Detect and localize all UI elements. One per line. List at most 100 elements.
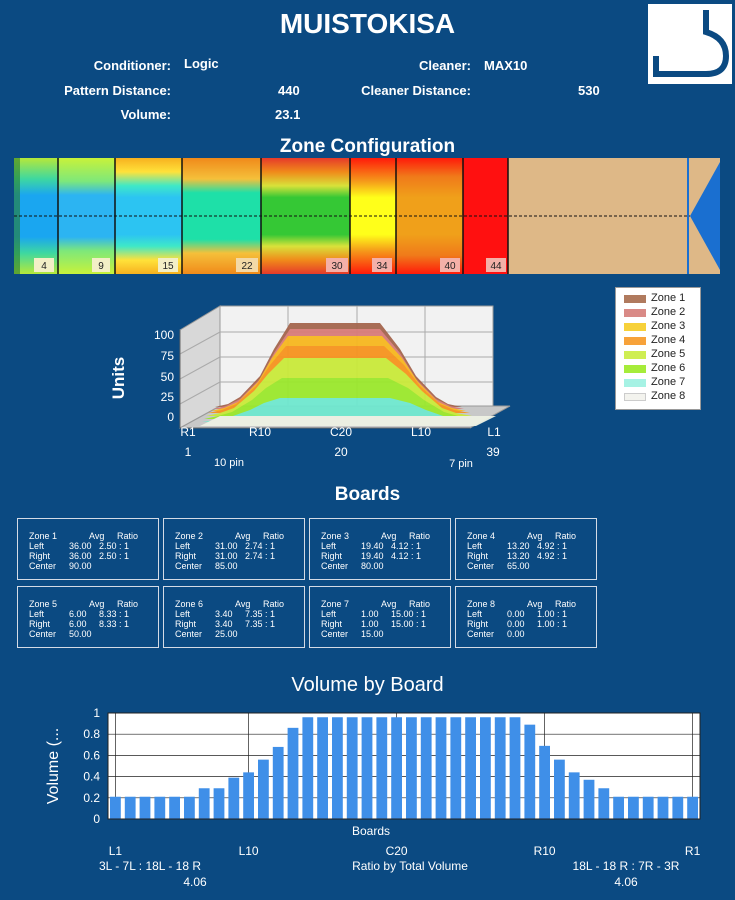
row-center-label: Center: [467, 629, 495, 639]
right-ratio: 8.33 : 1: [99, 619, 130, 629]
col-ratio-header: Ratio: [263, 531, 285, 541]
legend-label: Zone 5: [651, 348, 686, 360]
y-tick-label: 0.8: [83, 727, 100, 741]
volume-bar: [480, 717, 491, 819]
volume-bar: [450, 717, 462, 819]
y-tick-label: 1: [93, 706, 100, 720]
chart3d-xtick: L10: [411, 425, 431, 439]
right-avg: 36.00: [69, 551, 92, 561]
board-zone-box: Zone 2 Avg Ratio Left 31.00 2.74 : 1 Right 31.0…: [163, 518, 305, 580]
row-right-label: Right: [467, 551, 489, 561]
left-ratio-label: 3L - 7L : 18L - 18 R: [98, 859, 202, 873]
volume-bar: [213, 788, 225, 819]
volume-bar: [628, 796, 639, 819]
zone-marker: 34: [376, 261, 388, 272]
right-ratio: 4.92 : 1: [537, 551, 568, 561]
volume-by-board-chart: 0 0.2 0.4 0.6 0.8 1 Boards L1 L10 C20 R10 R1 Volume …: [45, 706, 701, 858]
board-number: 20: [334, 445, 348, 459]
right-ratio-label: 18L - 18 R : 7R - 3R: [572, 859, 680, 873]
zone-config-title: Zone Configuration: [279, 136, 456, 157]
right-avg: 1.00: [361, 619, 379, 629]
center-value: 0.00: [507, 629, 525, 639]
right-avg: 6.00: [69, 619, 87, 629]
legend-label: Zone 4: [651, 334, 686, 346]
legend-label: Zone 8: [651, 390, 686, 402]
chart3d-ytick: 50: [161, 370, 175, 384]
pattern-distance-label: Pattern Distance:: [64, 83, 171, 98]
volume-bar: [287, 727, 299, 819]
conditioner-value: Logic: [184, 56, 219, 71]
row-right-label: Right: [321, 619, 343, 629]
row-right-label: Right: [321, 551, 343, 561]
volume-bar: [524, 724, 536, 819]
legend-label: Zone 3: [651, 320, 686, 332]
volume-bar: [376, 717, 388, 819]
volume-bar: [124, 796, 136, 819]
center-value: 50.00: [69, 629, 92, 639]
row-right-label: Right: [175, 619, 197, 629]
col-ratio-header: Ratio: [117, 531, 139, 541]
zone-name: Zone 3: [321, 531, 350, 541]
right-ratio: 7.35 : 1: [245, 619, 276, 629]
legend-label: Zone 1: [651, 292, 686, 304]
right-ratio: 1.00 : 1: [537, 619, 568, 629]
left-avg: 13.20: [507, 541, 530, 551]
center-value: 25.00: [215, 629, 238, 639]
y-tick-label: 0.4: [83, 770, 100, 784]
left-ratio: 4.92 : 1: [537, 541, 568, 551]
center-value: 15.00: [361, 629, 384, 639]
volume-bar: [243, 772, 254, 819]
zone-name: Zone 4: [467, 531, 496, 541]
board-zone-box: Zone 5 Avg Ratio Left 6.00 8.33 : 1 Right 6.00 8…: [17, 586, 159, 648]
volume-bar: [539, 745, 550, 819]
col-avg-header: Avg: [235, 599, 251, 609]
board-zone-box: Zone 6 Avg Ratio Left 3.40 7.35 : 1 Right 3.40 7…: [163, 586, 305, 648]
chart3d-xtick: L1: [487, 425, 501, 439]
volume-bar: [598, 788, 610, 819]
zone-name: Zone 8: [467, 599, 496, 609]
legend-swatch: [624, 393, 646, 401]
row-right-label: Right: [175, 551, 197, 561]
legend-label: Zone 6: [651, 362, 686, 374]
right-avg: 3.40: [215, 619, 233, 629]
center-value: 85.00: [215, 561, 238, 571]
zone-name: Zone 7: [321, 599, 350, 609]
legend-label: Zone 7: [651, 376, 686, 388]
x-axis-label: Boards: [352, 824, 390, 838]
chart3d-ytick: 0: [167, 410, 174, 424]
right-ratio: 4.12 : 1: [391, 551, 422, 561]
row-left-label: Left: [29, 541, 45, 551]
left-avg: 36.00: [69, 541, 92, 551]
left-ratio: 1.00 : 1: [537, 609, 568, 619]
volume-bar: [110, 796, 121, 819]
zone-marker: 15: [162, 261, 174, 272]
volume-bar: [420, 717, 432, 819]
left-ratio-value: 4.06: [183, 875, 207, 889]
volume-bar: [154, 796, 166, 819]
col-ratio-header: Ratio: [555, 531, 577, 541]
col-avg-header: Avg: [89, 599, 105, 609]
volume-bar: [509, 717, 521, 819]
board-zone-box: Zone 8 Avg Ratio Left 0.00 1.00 : 1 Right 0.00 1…: [455, 586, 597, 648]
pin-label: 10 pin: [214, 457, 244, 469]
col-avg-header: Avg: [89, 531, 105, 541]
zone-configuration-lane: 4 9 15 22 30 34 40 44: [14, 158, 720, 274]
volume-bar: [169, 796, 180, 819]
row-right-label: Right: [467, 619, 489, 629]
board-number: 39: [486, 445, 500, 459]
col-avg-header: Avg: [527, 599, 543, 609]
right-avg: 31.00: [215, 551, 238, 561]
legend-swatch: [624, 309, 646, 317]
row-center-label: Center: [321, 629, 349, 639]
volume-value: 23.1: [275, 107, 301, 122]
cleaner-value: MAX10: [484, 58, 528, 73]
volume-bar: [554, 759, 565, 819]
zone-name: Zone 1: [29, 531, 58, 541]
left-ratio: 4.12 : 1: [391, 541, 422, 551]
left-avg: 31.00: [215, 541, 238, 551]
volume-bar: [465, 717, 476, 819]
zone-marker: 4: [41, 261, 47, 272]
x-tick-label: L1: [109, 844, 123, 858]
chart3d-xtick: R10: [249, 425, 271, 439]
right-avg: 13.20: [507, 551, 530, 561]
